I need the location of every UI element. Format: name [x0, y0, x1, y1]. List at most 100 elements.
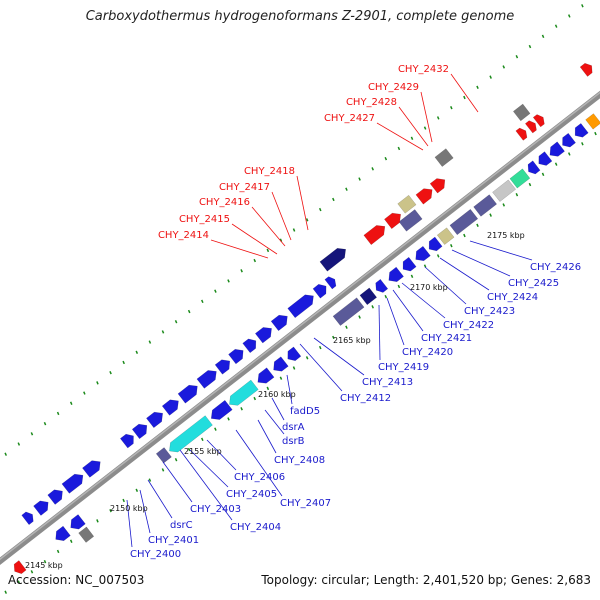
tick-dot	[318, 345, 322, 350]
tick-dot	[305, 218, 309, 222]
tick-dot	[201, 437, 204, 442]
leader-line	[126, 499, 133, 548]
gene-label: CHY_2417	[219, 182, 270, 193]
gene-feature	[270, 314, 288, 332]
gene-label: CHY_2415	[179, 214, 230, 225]
tick-dot	[187, 447, 191, 452]
tick-dot	[581, 4, 584, 8]
gene-feature	[287, 346, 302, 361]
gene-feature	[562, 132, 576, 148]
leader-line	[296, 175, 309, 231]
tick-dot	[135, 350, 139, 354]
tick-dot	[463, 95, 466, 100]
accession-label: Accession: NC_007503	[8, 573, 145, 587]
tick-label: 2150 kbp	[110, 504, 148, 513]
leader-line	[162, 461, 193, 503]
gene-feature	[146, 411, 163, 429]
tick-label: 2165 kbp	[333, 336, 371, 345]
tick-dot	[528, 44, 532, 49]
tick-dot	[148, 340, 152, 344]
tick-label: 2145 kbp	[25, 561, 63, 570]
gene-label: CHY_2427	[324, 113, 375, 124]
tick-dot	[489, 213, 492, 217]
tick-dot	[161, 330, 165, 334]
tick-dot	[450, 244, 453, 248]
gene-feature	[415, 245, 431, 262]
gene-feature	[524, 120, 537, 134]
leader-line	[313, 337, 365, 376]
tick-dot	[410, 274, 414, 278]
gene-label: dsrC	[170, 520, 193, 531]
gene-feature	[33, 500, 49, 516]
tick-label: 2170 kbp	[410, 283, 448, 292]
tick-dot	[463, 233, 466, 238]
leader-line	[206, 439, 237, 471]
tick-dot	[384, 294, 388, 299]
leader-line	[271, 191, 292, 241]
tick-dot	[371, 167, 374, 171]
tick-dot	[122, 498, 125, 503]
tick-dot	[174, 458, 178, 462]
tick-dot	[240, 269, 243, 273]
gene-feature	[155, 447, 172, 464]
gene-label: CHY_2406	[234, 472, 285, 483]
gene-feature	[359, 287, 378, 306]
genome-summary: Topology: circular; Length: 2,401,520 bp…	[261, 573, 591, 587]
tick-dot	[43, 421, 47, 426]
gene-feature	[332, 297, 365, 326]
leader-line	[424, 266, 467, 305]
tick-dot	[279, 376, 283, 380]
tick-dot	[318, 207, 322, 212]
tick-dot	[17, 442, 21, 446]
leader-line	[251, 206, 286, 247]
gene-label: CHY_2429	[368, 82, 419, 93]
gene-label: CHY_2413	[362, 377, 413, 388]
tick-dot	[214, 289, 217, 293]
gene-feature	[428, 236, 443, 252]
leader-line	[401, 282, 446, 319]
tick-dot	[30, 570, 34, 574]
gene-feature	[398, 209, 423, 232]
tick-dot	[253, 396, 257, 401]
gene-feature	[512, 103, 531, 122]
tick-dot	[358, 315, 361, 319]
gene-label: fadD5	[290, 406, 320, 417]
tick-dot	[292, 366, 296, 370]
tick-dot	[122, 360, 125, 365]
tick-dot	[227, 417, 230, 421]
gene-feature	[287, 294, 314, 319]
gene-feature	[436, 227, 455, 245]
feature-track	[13, 63, 600, 574]
tick-dot	[528, 182, 532, 187]
gene-feature	[312, 284, 327, 299]
gene-label: CHY_2408	[274, 455, 325, 466]
tick-dot	[554, 162, 558, 166]
gene-feature	[78, 526, 95, 543]
leader-line	[139, 489, 151, 534]
leader-line	[257, 419, 277, 454]
gene-feature	[254, 327, 272, 344]
tick-dot	[161, 468, 165, 472]
tick-dot	[69, 539, 73, 543]
tick-label: 2155 kbp	[184, 447, 222, 456]
leader-line	[210, 239, 269, 259]
gene-feature	[579, 63, 593, 77]
gene-label: CHY_2412	[340, 393, 391, 404]
backbone	[0, 90, 600, 566]
gene-feature	[515, 127, 528, 141]
tick-dot	[423, 126, 427, 130]
gene-feature	[210, 399, 233, 420]
gene-feature	[13, 560, 27, 574]
gene-label: CHY_2428	[346, 97, 397, 108]
map-title: Carboxydothermus hydrogenoformans Z-2901…	[85, 9, 515, 24]
gene-feature	[229, 379, 259, 406]
tick-dot	[541, 34, 545, 39]
gene-feature	[375, 278, 389, 293]
leader-line	[235, 429, 283, 497]
leader-line	[271, 397, 285, 421]
leader-line	[392, 289, 424, 332]
tick-dot	[292, 228, 296, 232]
tick-dot	[541, 172, 545, 177]
gene-label: CHY_2405	[226, 489, 277, 500]
tick-dot	[30, 432, 34, 436]
